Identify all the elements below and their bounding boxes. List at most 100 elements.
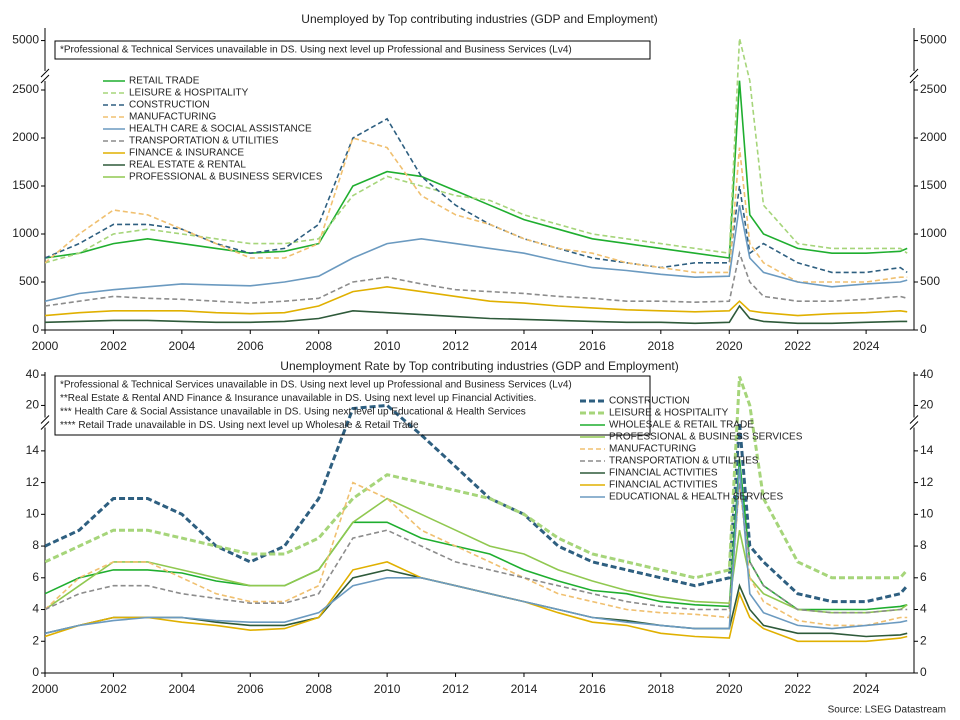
y-tick-label: 2000	[12, 130, 39, 144]
y-tick-label: 5000	[920, 33, 947, 47]
legend-label: WHOLESALE & RETAIL TRADE	[609, 420, 754, 431]
legend-label: PROFESSIONAL & BUSINESS SERVICES	[129, 172, 323, 183]
legend-label: FINANCE & INSURANCE	[129, 148, 244, 159]
series-line	[45, 137, 908, 283]
series-line	[45, 466, 908, 635]
y-tick-label: 500	[920, 274, 940, 288]
y-tick-label: 0	[920, 665, 927, 679]
y-tick-label: 6	[32, 570, 39, 584]
x-tick-label: 2024	[853, 339, 880, 353]
x-tick-label: 2008	[305, 339, 332, 353]
y-tick-label: 1000	[12, 226, 39, 240]
note: *Professional & Technical Services unava…	[60, 45, 572, 56]
axis-break	[40, 421, 50, 430]
y-tick-label: 2500	[920, 82, 947, 96]
y-tick-label: 8	[32, 538, 39, 552]
y-tick-label: 500	[19, 274, 39, 288]
x-tick-label: 2014	[511, 682, 538, 696]
source: Source: LSEG Datastream	[828, 705, 946, 716]
series-line	[45, 497, 908, 614]
series-line	[45, 569, 908, 638]
series-line	[45, 481, 908, 627]
x-tick-label: 2006	[237, 682, 264, 696]
axis-break	[40, 68, 50, 78]
series-line	[45, 80, 908, 259]
note: **** Retail Trade unavailable in DS. Usi…	[60, 420, 419, 431]
y-tick-label: 1500	[920, 178, 947, 192]
legend-label: EDUCATIONAL & HEALTH SERVICES	[609, 492, 783, 503]
y-tick-label: 40	[920, 367, 934, 381]
axis-break	[909, 74, 919, 84]
y-tick-label: 1000	[920, 226, 947, 240]
y-tick-label: 14	[920, 443, 934, 457]
x-tick-label: 2020	[716, 339, 743, 353]
y-tick-label: 6	[920, 570, 927, 584]
series-line	[45, 304, 908, 325]
legend-label: FINANCIAL ACTIVITIES	[609, 468, 718, 479]
y-tick-label: 0	[32, 322, 39, 336]
legend-label: LEISURE & HOSPITALITY	[129, 88, 249, 99]
legend-label: MANUFACTURING	[609, 444, 696, 455]
x-tick-label: 2014	[511, 339, 538, 353]
notes-box	[54, 40, 651, 60]
legend-label: PROFESSIONAL & BUSINESS SERVICES	[609, 432, 803, 443]
y-tick-label: 8	[920, 538, 927, 552]
axis-break	[40, 74, 50, 84]
y-tick-label: 40	[26, 367, 40, 381]
x-tick-label: 2004	[168, 682, 195, 696]
y-tick-label: 5000	[12, 33, 39, 47]
y-tick-label: 0	[32, 665, 39, 679]
chart-title: Unemployed by Top contributing industrie…	[301, 12, 657, 26]
x-tick-label: 2016	[579, 682, 606, 696]
series-line	[45, 376, 909, 580]
y-tick-label: 10	[26, 507, 40, 521]
x-tick-label: 2006	[237, 339, 264, 353]
legend-label: FINANCIAL ACTIVITIES	[609, 480, 718, 491]
x-tick-label: 2018	[647, 682, 674, 696]
x-tick-label: 2024	[853, 682, 880, 696]
chart-title: Unemployment Rate by Top contributing in…	[280, 359, 678, 373]
series-line	[45, 482, 908, 614]
y-tick-label: 4	[32, 602, 39, 616]
series-line	[45, 458, 908, 611]
legend-label: HEALTH CARE & SOCIAL ASSISTANCE	[129, 124, 312, 135]
x-tick-label: 2020	[716, 682, 743, 696]
y-tick-label: 0	[920, 322, 927, 336]
x-tick-label: 2012	[442, 339, 469, 353]
x-tick-label: 2002	[100, 682, 127, 696]
x-tick-label: 2002	[100, 339, 127, 353]
x-tick-label: 2022	[784, 339, 811, 353]
x-tick-label: 2012	[442, 682, 469, 696]
x-tick-label: 2004	[168, 339, 195, 353]
y-tick-label: 12	[920, 475, 934, 489]
legend-label: RETAIL TRADE	[129, 76, 200, 87]
series-line	[45, 285, 908, 317]
y-tick-label: 2500	[12, 82, 39, 96]
series-line	[45, 38, 908, 264]
legend-label: LEISURE & HOSPITALITY	[609, 408, 729, 419]
legend-label: REAL ESTATE & RENTAL	[129, 160, 246, 171]
x-tick-label: 2010	[374, 682, 401, 696]
y-tick-label: 2	[32, 633, 39, 647]
axis-break	[40, 415, 50, 424]
x-tick-label: 2016	[579, 339, 606, 353]
x-tick-label: 2000	[32, 339, 59, 353]
y-tick-label: 20	[920, 398, 934, 412]
legend-label: TRANSPORTATION & UTILITIES	[609, 456, 759, 467]
x-tick-label: 2010	[374, 339, 401, 353]
x-tick-label: 2022	[784, 682, 811, 696]
legend-label: CONSTRUCTION	[129, 100, 210, 111]
series-line	[45, 117, 908, 274]
y-tick-label: 10	[920, 507, 934, 521]
y-tick-label: 14	[26, 443, 40, 457]
y-tick-label: 12	[26, 475, 40, 489]
series-line	[45, 250, 908, 307]
y-tick-label: 20	[26, 398, 40, 412]
notes-box	[54, 375, 651, 436]
y-tick-label: 2	[920, 633, 927, 647]
y-tick-label: 4	[920, 602, 927, 616]
y-tick-label: 1500	[12, 178, 39, 192]
note: *Professional & Technical Services unava…	[60, 380, 572, 391]
x-tick-label: 2008	[305, 682, 332, 696]
